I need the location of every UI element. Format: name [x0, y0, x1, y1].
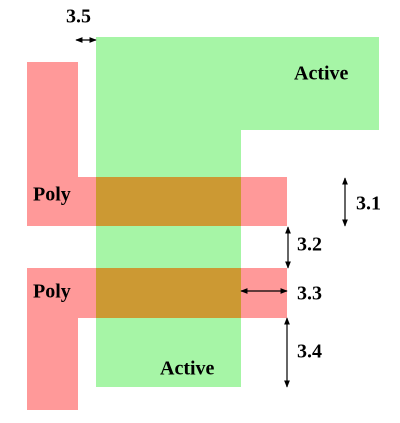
rule-label: 3.1	[356, 193, 381, 215]
rule-label: 3.5	[66, 6, 91, 28]
gate-overlap	[96, 177, 241, 226]
gate-overlap	[96, 268, 241, 318]
rule-label: 3.2	[297, 234, 322, 256]
rule-label: 3.3	[297, 283, 322, 305]
shape-label: Poly	[33, 184, 71, 206]
rule-label: 3.4	[297, 341, 322, 363]
shape-label: Poly	[33, 281, 71, 303]
shape-label: Active	[294, 63, 349, 85]
shape-label: Active	[160, 358, 215, 380]
